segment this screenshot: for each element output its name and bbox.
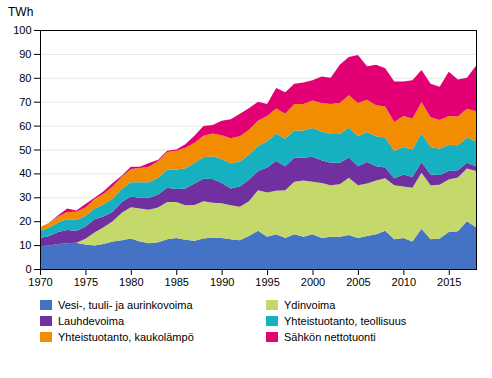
html-text:Sähkön nettotuonti: Sähkön nettotuonti (284, 331, 376, 343)
svg-text:20: 20 (19, 215, 31, 227)
svg-text:10: 10 (19, 239, 31, 251)
html-text:TWh: TWh (8, 5, 34, 19)
svg-text:0: 0 (25, 263, 31, 275)
html-text:Ydinvoima: Ydinvoima (284, 299, 336, 311)
svg-text:2000: 2000 (301, 276, 325, 288)
html-text:Yhteistuotanto, teollisuus: Yhteistuotanto, teollisuus (284, 315, 407, 327)
svg-text:1975: 1975 (74, 276, 98, 288)
svg-text:1990: 1990 (210, 276, 234, 288)
svg-text:50: 50 (19, 144, 31, 156)
svg-text:30: 30 (19, 191, 31, 203)
svg-text:40: 40 (19, 167, 31, 179)
svg-text:1995: 1995 (255, 276, 279, 288)
svg-text:2005: 2005 (346, 276, 370, 288)
svg-text:100: 100 (13, 24, 31, 36)
svg-text:1970: 1970 (28, 276, 52, 288)
html-text:Vesi-, tuuli- ja aurinkovoima: Vesi-, tuuli- ja aurinkovoima (58, 299, 193, 311)
svg-text:2010: 2010 (392, 276, 416, 288)
svg-text:60: 60 (19, 120, 31, 132)
html-text:Yhteistuotanto, kaukolämpö: Yhteistuotanto, kaukolämpö (58, 331, 194, 343)
svg-text:90: 90 (19, 48, 31, 60)
svg-text:1980: 1980 (119, 276, 143, 288)
svg-text:2015: 2015 (437, 276, 461, 288)
svg-text:80: 80 (19, 72, 31, 84)
svg-text:1985: 1985 (165, 276, 189, 288)
svg-text:70: 70 (19, 96, 31, 108)
html-text:Lauhdevoima: Lauhdevoima (58, 315, 125, 327)
